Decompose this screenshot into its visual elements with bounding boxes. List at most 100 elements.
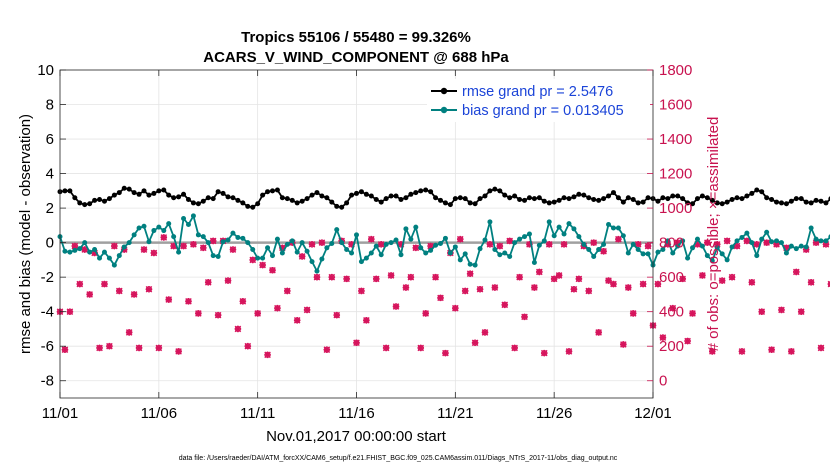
bias-point (536, 242, 542, 248)
bias-point (512, 240, 518, 246)
bias-point (205, 240, 211, 246)
obs-assimilated-point (402, 284, 410, 291)
obs-assimilated-point (704, 239, 711, 246)
obs-assimilated-point (135, 344, 143, 352)
obs-assimilated-point (615, 235, 622, 243)
bias-point (67, 249, 73, 255)
obs-assimilated-point (763, 239, 770, 246)
obs-assimilated-point (694, 241, 701, 248)
bias-point (551, 233, 557, 239)
bias-point (215, 253, 221, 259)
bias-point (92, 247, 98, 253)
legend-rmse-label: rmse grand pr = 2.5476 (462, 84, 613, 100)
obs-assimilated-point (461, 287, 469, 295)
obs-assimilated-point (758, 308, 766, 315)
rmse-point (497, 188, 503, 194)
obs-assimilated-point (397, 241, 405, 248)
x-tick-label: 11/21 (437, 405, 473, 422)
rmse-point (131, 190, 137, 196)
bias-point (492, 247, 498, 253)
obs-assimilated-point (466, 270, 474, 278)
y-left-tick-label: 4 (46, 166, 54, 183)
rmse-point (719, 201, 725, 207)
obs-assimilated-point (545, 241, 553, 248)
bias-point (185, 222, 191, 228)
rmse-point (101, 198, 107, 204)
bias-point (126, 240, 132, 246)
rmse-point (759, 189, 765, 195)
bias-point (788, 243, 794, 249)
bias-point (457, 257, 463, 263)
rmse-point (220, 190, 226, 196)
obs-assimilated-point (595, 329, 602, 336)
bias-point (694, 236, 700, 242)
rmse-point (166, 192, 172, 198)
bias-point (235, 234, 241, 240)
rmse-point (225, 194, 231, 200)
obs-assimilated-point (333, 311, 341, 319)
bias-point (368, 250, 374, 256)
bias-point (329, 240, 335, 246)
x-tick-label: 11/06 (141, 405, 177, 422)
rmse-point (739, 196, 745, 202)
obs-assimilated-point (654, 280, 662, 288)
bias-point (685, 255, 691, 261)
rmse-point (610, 190, 616, 196)
bias-point (690, 245, 696, 251)
x-axis-label: Nov.01,2017 00:00:00 start (266, 428, 447, 445)
bias-point (82, 240, 88, 246)
bias-point (141, 223, 147, 229)
rmse-point (136, 191, 142, 197)
bias-point (373, 243, 379, 249)
bias-point (388, 240, 394, 246)
obs-assimilated-point (293, 317, 301, 324)
obs-assimilated-point (768, 346, 775, 353)
bias-point (274, 236, 280, 242)
bias-point (240, 235, 246, 241)
obs-assimilated-point (689, 310, 696, 317)
obs-assimilated-point (812, 239, 820, 246)
y-left-tick-label: -4 (41, 304, 54, 321)
rmse-point (798, 196, 804, 202)
bias-point (349, 250, 355, 256)
rmse-point (749, 190, 755, 196)
obs-assimilated-point (422, 310, 429, 317)
bias-point (823, 238, 829, 244)
obs-assimilated-point (471, 339, 479, 347)
rmse-point (111, 192, 117, 198)
rmse-point (368, 193, 374, 199)
obs-assimilated-point (669, 304, 677, 312)
bias-point (250, 247, 256, 253)
rmse-point (680, 196, 686, 202)
bias-point (97, 255, 103, 261)
obs-assimilated-point (600, 247, 607, 255)
obs-assimilated-point (728, 273, 736, 281)
bias-point (136, 225, 142, 231)
rmse-point (235, 197, 241, 203)
bias-point (556, 224, 562, 230)
bias-point (808, 225, 814, 231)
bias-point (260, 255, 266, 261)
bias-point (156, 224, 162, 230)
obs-assimilated-point (303, 306, 311, 314)
bias-point (462, 251, 468, 257)
rmse-point (289, 197, 295, 203)
bias-point (749, 240, 755, 246)
obs-assimilated-point (738, 348, 746, 355)
rmse-point (269, 188, 275, 194)
obs-assimilated-point (298, 253, 306, 260)
bias-point (106, 255, 112, 261)
rmse-point (146, 192, 152, 198)
obs-assimilated-point (140, 246, 148, 253)
rmse-point (408, 191, 414, 197)
obs-assimilated-point (76, 280, 84, 288)
rmse-point (467, 200, 473, 206)
bias-point (358, 259, 364, 265)
legend-bias-label: bias grand pr = 0.013405 (462, 103, 624, 119)
bias-point (269, 253, 275, 259)
obs-assimilated-point (822, 241, 830, 248)
bias-point (447, 250, 453, 256)
rmse-point (403, 195, 409, 201)
bias-point (522, 234, 528, 240)
rmse-point (635, 200, 641, 206)
